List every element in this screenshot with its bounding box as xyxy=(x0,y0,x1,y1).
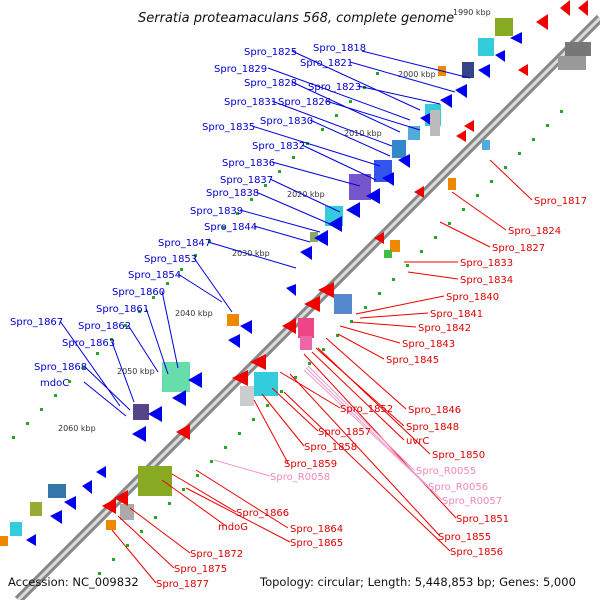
gene-label: uvrC xyxy=(406,436,429,447)
gene-label: Spro_1857 xyxy=(318,427,371,438)
gene-label: Spro_1821 xyxy=(300,58,353,69)
gene-label: Spro_1833 xyxy=(460,258,513,269)
gene-label: Spro_1842 xyxy=(418,323,471,334)
gene-label: Spro_1841 xyxy=(430,309,483,320)
map-title: Serratia proteamaculans 568, complete ge… xyxy=(138,11,454,26)
gene-label: Spro_1840 xyxy=(446,292,499,303)
gene-label: Spro_1837 xyxy=(220,175,273,186)
rna-label: Spro_R0056 xyxy=(428,482,488,493)
gene-label: Spro_1877 xyxy=(156,579,209,590)
gene-label: Spro_1863 xyxy=(62,338,115,349)
gene-label: Spro_1859 xyxy=(284,459,337,470)
gene-label: Spro_1825 xyxy=(244,47,297,58)
gene-label: mdoG xyxy=(218,522,248,533)
gene-label: Spro_1827 xyxy=(492,243,545,254)
gene-label: Spro_1823 xyxy=(308,82,361,93)
gene-label: Spro_1832 xyxy=(252,141,305,152)
gene-label: Spro_1866 xyxy=(236,508,289,519)
gene-label: Spro_1861 xyxy=(96,304,149,315)
gene-label: Spro_1855 xyxy=(438,532,491,543)
kbp-ticks: 1990 kbp 2000 kbp 2010 kbp 2020 kbp 2030… xyxy=(58,8,491,433)
gene-label: Spro_1850 xyxy=(432,450,485,461)
gene-label: Spro_1828 xyxy=(244,78,297,89)
rna-leaders xyxy=(213,365,443,501)
gene-label: Spro_1845 xyxy=(386,355,439,366)
kbp-tick: 2040 kbp xyxy=(175,309,213,318)
gene-label: Spro_1860 xyxy=(112,287,165,298)
gene-label: Spro_1826 xyxy=(278,97,331,108)
gene-label: Spro_1848 xyxy=(406,422,459,433)
gene-label: Spro_1868 xyxy=(34,362,87,373)
gene-label: Spro_1844 xyxy=(204,222,257,233)
gene-label: Spro_1864 xyxy=(290,524,343,535)
topology-text: Topology: circular; Length: 5,448,853 bp… xyxy=(259,575,576,589)
gene-label: Spro_1846 xyxy=(408,405,461,416)
kbp-tick: 2020 kbp xyxy=(287,190,325,199)
reverse-arrows xyxy=(102,0,588,514)
gene-label: Spro_1817 xyxy=(534,196,587,207)
reverse-leaders xyxy=(111,159,533,584)
reverse-labels: Spro_1817 Spro_1824 Spro_1827 Spro_1833 … xyxy=(156,196,587,590)
gene-label: Spro_1836 xyxy=(222,158,275,169)
gene-label: Spro_1853 xyxy=(144,254,197,265)
forward-labels: Spro_1825 Spro_1818 Spro_1829 Spro_1821 … xyxy=(10,43,366,389)
gene-label: Spro_1835 xyxy=(202,122,255,133)
gene-label: Spro_1829 xyxy=(214,64,267,75)
rna-label: Spro_R0057 xyxy=(442,496,502,507)
kbp-tick: 2060 kbp xyxy=(58,424,96,433)
gene-label: Spro_1872 xyxy=(190,549,243,560)
gene-label: Spro_1875 xyxy=(174,564,227,575)
gene-label: Spro_1830 xyxy=(260,116,313,127)
gene-label: Spro_1854 xyxy=(128,270,181,281)
gene-label: Spro_1838 xyxy=(206,188,259,199)
kbp-tick: 2030 kbp xyxy=(232,249,270,258)
kbp-tick: 2050 kbp xyxy=(117,367,155,376)
gene-label: Spro_1867 xyxy=(10,317,63,328)
kbp-tick: 2000 kbp xyxy=(398,70,436,79)
forward-leaders xyxy=(59,50,471,417)
gene-label: Spro_1851 xyxy=(456,514,509,525)
gene-label: Spro_1856 xyxy=(450,547,503,558)
tick-dots xyxy=(12,72,563,575)
gene-label: Spro_1843 xyxy=(402,339,455,350)
rna-labels: Spro_R0055 Spro_R0056 Spro_R0057 Spro_R0… xyxy=(270,466,502,507)
gene-label: Spro_1831 xyxy=(224,97,277,108)
gene-label: Spro_1865 xyxy=(290,538,343,549)
gene-label: Spro_1858 xyxy=(304,442,357,453)
gene-label: Spro_1852 xyxy=(340,404,393,415)
accession-text: Accession: NC_009832 xyxy=(8,575,139,589)
forward-arrows xyxy=(26,32,522,546)
gene-label: Spro_1847 xyxy=(158,238,211,249)
reverse-genes xyxy=(106,42,591,530)
gene-label: Spro_1862 xyxy=(78,321,131,332)
rna-label: Spro_R0058 xyxy=(270,472,330,483)
rna-label: Spro_R0055 xyxy=(416,466,476,477)
kbp-tick: 2010 kbp xyxy=(344,129,382,138)
gene-label: Spro_1834 xyxy=(460,275,513,286)
gene-label: Spro_1824 xyxy=(508,226,561,237)
gene-label: Spro_1818 xyxy=(313,43,366,54)
gene-label: mdoC xyxy=(40,378,69,389)
kbp-tick: 1990 kbp xyxy=(453,8,491,17)
gene-label: Spro_1839 xyxy=(190,206,243,217)
